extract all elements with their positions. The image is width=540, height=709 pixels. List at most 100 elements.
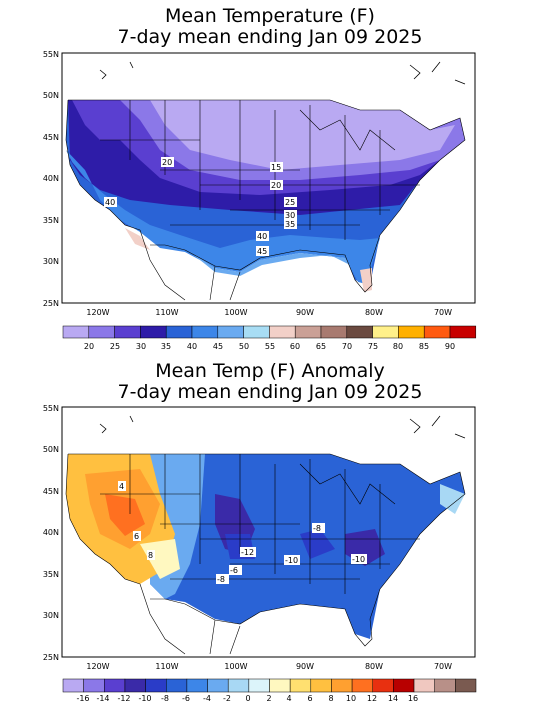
legend-swatch bbox=[346, 325, 373, 339]
legend-swatch bbox=[398, 325, 425, 339]
map2-lon-label: 70W bbox=[434, 662, 452, 671]
map2-contour-label: -6 bbox=[230, 566, 238, 575]
map2-legend-label: 6 bbox=[307, 694, 312, 703]
map2-contour-label: -10 bbox=[352, 555, 365, 564]
map1-contour-label: 25 bbox=[285, 198, 295, 207]
map2-lon-label: 120W bbox=[86, 662, 109, 671]
map1-lat-labels: 55N 50N 45N 40N 35N 30N 25N bbox=[43, 50, 59, 308]
map2-lon-labels: 120W 110W 100W 90W 80W 70W bbox=[86, 662, 452, 671]
map2-legend-label: 2 bbox=[266, 694, 271, 703]
map1-legend-label: 65 bbox=[316, 342, 326, 351]
map2-legend-label: 10 bbox=[346, 694, 356, 703]
map1-contour-label: 45 bbox=[257, 247, 267, 256]
map2-lon-label: 110W bbox=[155, 662, 178, 671]
map1-lon-label: 90W bbox=[296, 308, 314, 317]
map1-lon-label: 80W bbox=[365, 308, 383, 317]
map2-contour-labels: 4 6 8 -8 -12 -10 -8 -10 -6 bbox=[118, 481, 367, 584]
legend-swatch bbox=[294, 325, 322, 339]
map1-lat-label: 25N bbox=[43, 299, 59, 308]
map1-lat-label: 35N bbox=[43, 216, 59, 225]
legend-swatch bbox=[62, 678, 84, 693]
map1-lat-label: 30N bbox=[43, 257, 59, 266]
legend-swatch bbox=[449, 325, 477, 339]
map1-legend-label: 80 bbox=[393, 342, 403, 351]
map2-legend-label: 8 bbox=[328, 694, 333, 703]
map2-lat-label: 30N bbox=[43, 611, 59, 620]
legend-swatch bbox=[243, 325, 270, 339]
map2-legend-label: 4 bbox=[286, 694, 291, 703]
map2-lat-labels: 55N 50N 45N 40N 35N 30N 25N bbox=[43, 404, 59, 662]
legend-swatch bbox=[191, 325, 219, 339]
legend-swatch bbox=[372, 678, 394, 693]
map1-legend-label: 35 bbox=[161, 342, 171, 351]
map1-lon-label: 120W bbox=[86, 308, 109, 317]
map1-legend-label: 85 bbox=[419, 342, 429, 351]
map1-legend bbox=[62, 325, 477, 339]
map2-lon-label: 90W bbox=[296, 662, 314, 671]
legend-swatch bbox=[83, 678, 105, 693]
map1-contour-labels: 20 15 20 25 30 35 40 40 45 bbox=[104, 157, 297, 256]
map2-legend-label: -8 bbox=[161, 694, 169, 703]
map1-legend-label: 25 bbox=[110, 342, 120, 351]
legend-swatch bbox=[289, 678, 312, 693]
map2-lat-label: 45N bbox=[43, 487, 59, 496]
map1-contour-label: 40 bbox=[105, 198, 115, 207]
map1-legend-label: 40 bbox=[187, 342, 197, 351]
map2-legend-label: -16 bbox=[76, 694, 89, 703]
map2-legend-label: -10 bbox=[138, 694, 151, 703]
legend-swatch bbox=[434, 678, 456, 693]
map2-borders bbox=[65, 453, 466, 647]
map1-lon-label: 110W bbox=[155, 308, 178, 317]
map1-lat-label: 55N bbox=[43, 50, 59, 59]
map2-legend-label: -12 bbox=[117, 694, 130, 703]
map2-lat-label: 40N bbox=[43, 528, 59, 537]
map2-legend-label: -6 bbox=[182, 694, 190, 703]
map2-legend-label: 0 bbox=[245, 694, 250, 703]
map2-anomaly-field bbox=[66, 454, 465, 639]
map2-contour-label: 6 bbox=[134, 532, 139, 541]
map2-contour-label: -12 bbox=[241, 548, 254, 557]
legend-swatch bbox=[186, 678, 208, 693]
map1-contour-label: 35 bbox=[285, 220, 295, 229]
map2-legend-label: 14 bbox=[388, 694, 398, 703]
map2-lat-label: 25N bbox=[43, 653, 59, 662]
map1-legend-label: 30 bbox=[136, 342, 146, 351]
legend-swatch bbox=[227, 678, 250, 693]
legend-swatch bbox=[269, 678, 291, 693]
legend-swatch bbox=[62, 325, 90, 339]
map2-contour-label: -8 bbox=[313, 524, 321, 533]
map1-lat-label: 45N bbox=[43, 133, 59, 142]
legend-swatch bbox=[393, 678, 415, 693]
map1-title-line1: Mean Temperature (F) bbox=[165, 5, 375, 27]
legend-swatch bbox=[114, 325, 141, 339]
map2-contour-label: -8 bbox=[217, 575, 225, 584]
map2-contour-label: -10 bbox=[285, 556, 298, 565]
legend-swatch bbox=[88, 325, 115, 339]
map2-legend-labels: -16 -14 -12 -10 -8 -6 -4 -2 0 2 4 6 8 10… bbox=[76, 694, 418, 703]
legend-swatch bbox=[413, 678, 435, 693]
map1-contour-label: 20 bbox=[162, 158, 172, 167]
legend-swatch bbox=[207, 678, 229, 693]
map1-legend-labels: 20 25 30 35 40 45 50 55 60 65 70 75 80 8… bbox=[84, 342, 455, 351]
map1-legend-label: 90 bbox=[445, 342, 455, 351]
map1-lat-label: 50N bbox=[43, 91, 59, 100]
map1-legend-label: 70 bbox=[342, 342, 352, 351]
map1-lon-label: 100W bbox=[224, 308, 247, 317]
legend-swatch bbox=[140, 325, 167, 339]
map2-contour-label: 4 bbox=[119, 482, 124, 491]
map1-contour-label: 40 bbox=[257, 232, 267, 241]
map2-legend-label: -2 bbox=[223, 694, 231, 703]
map2-plot: 4 6 8 -8 -12 -10 -8 -10 -6 55N 50N 45N 4… bbox=[43, 404, 477, 703]
legend-swatch bbox=[423, 325, 451, 339]
map1-legend-label: 60 bbox=[290, 342, 300, 351]
map1-title-line2: 7-day mean ending Jan 09 2025 bbox=[117, 26, 423, 48]
map2-title-line2: 7-day mean ending Jan 09 2025 bbox=[117, 381, 423, 403]
legend-swatch bbox=[165, 325, 193, 339]
map1-legend-label: 50 bbox=[239, 342, 249, 351]
legend-swatch bbox=[248, 678, 270, 693]
legend-swatch bbox=[269, 325, 296, 339]
map2-lon-label: 80W bbox=[365, 662, 383, 671]
legend-swatch bbox=[455, 678, 477, 693]
map2-contour-label: 8 bbox=[148, 551, 153, 560]
legend-swatch bbox=[124, 678, 146, 693]
